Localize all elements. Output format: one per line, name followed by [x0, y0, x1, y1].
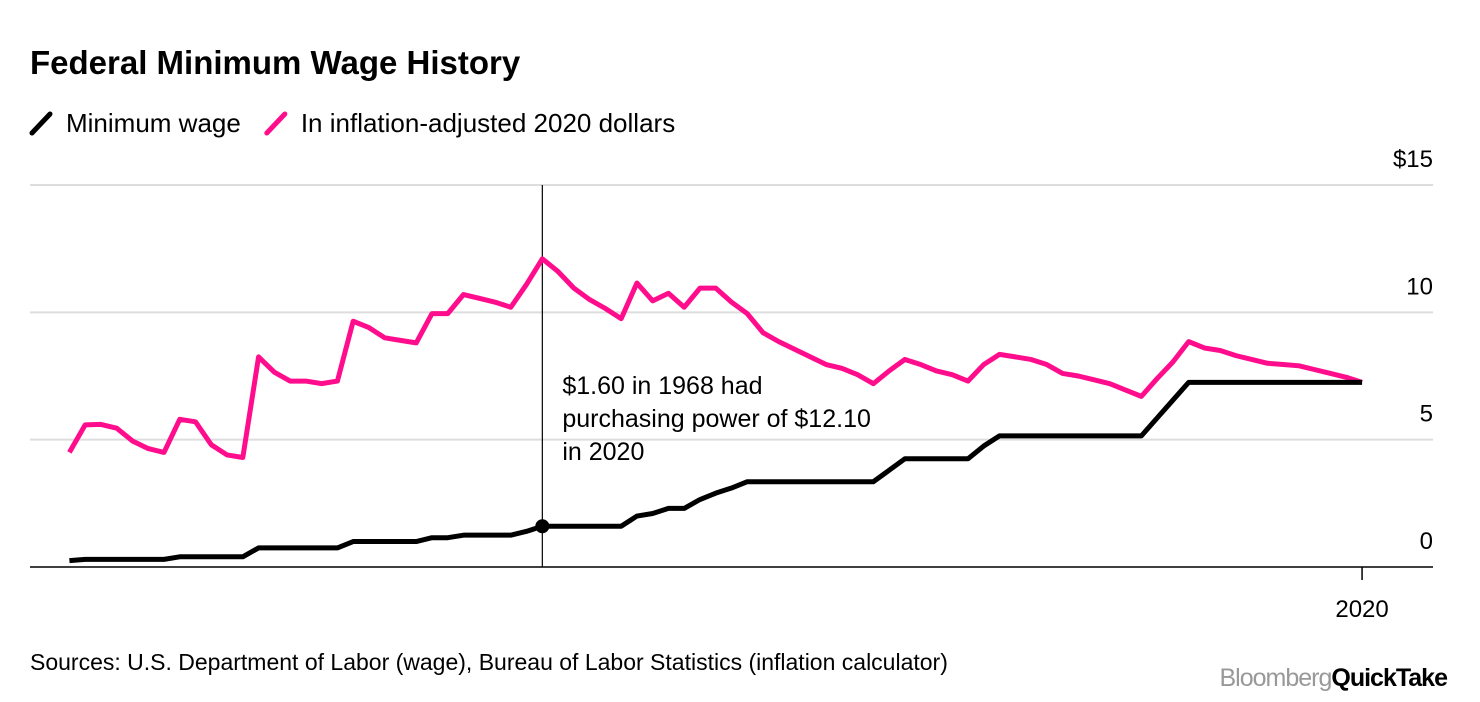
legend-label: In inflation-adjusted 2020 dollars [301, 108, 675, 138]
series-line [69, 379, 1363, 564]
y-tick-label: $15 [1393, 146, 1433, 173]
y-tick-label: 10 [1406, 273, 1433, 300]
annotation-text: purchasing power of $12.10 [562, 405, 871, 433]
y-tick-label: 5 [1420, 401, 1433, 428]
highlight-dot [535, 519, 550, 534]
logo: BloombergQuickTake [1219, 664, 1448, 692]
y-tick-label: 0 [1420, 528, 1433, 555]
legend-swatch [29, 111, 53, 136]
logo-part: Bloomberg [1219, 664, 1331, 692]
series-line [67, 256, 1363, 460]
x-tick-label: 2020 [1335, 596, 1388, 623]
source: Sources: U.S. Department of Labor (wage)… [30, 649, 948, 675]
legend-label: Minimum wage [66, 108, 241, 138]
legend-swatch [264, 111, 288, 136]
annotation-text: in 2020 [562, 438, 644, 466]
annotation-text: $1.60 in 1968 had [562, 372, 762, 400]
logo-part: QuickTake [1331, 664, 1448, 692]
chart-title: Federal Minimum Wage History [30, 44, 521, 81]
